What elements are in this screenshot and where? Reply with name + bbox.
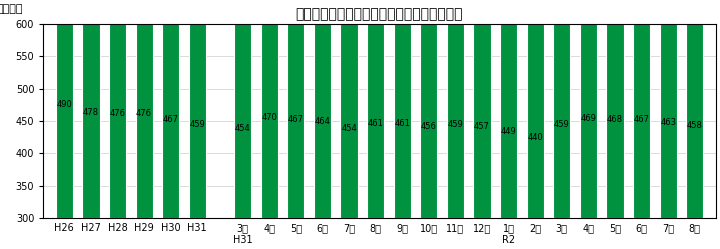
Text: 467: 467 [163,115,179,124]
Bar [606,0,624,218]
Bar [287,0,305,218]
Text: 461: 461 [395,119,410,128]
Text: 454: 454 [341,124,357,133]
Bar [341,0,358,218]
Bar [82,0,99,218]
Text: 468: 468 [607,115,623,124]
Bar [162,0,179,218]
Bar [447,0,464,218]
Text: 478: 478 [83,108,99,117]
Text: 476: 476 [109,109,125,118]
Text: 467: 467 [288,115,304,124]
Text: 456: 456 [421,122,437,131]
Text: （千人）: （千人） [0,4,22,14]
Bar [109,0,126,218]
Text: 440: 440 [527,133,543,142]
Bar [633,0,650,218]
Text: 467: 467 [634,115,649,124]
Text: 464: 464 [315,117,330,126]
Bar [367,0,384,218]
Bar [660,0,677,218]
Text: 458: 458 [687,121,703,130]
Text: 469: 469 [580,114,596,123]
Bar [314,0,331,218]
Bar [394,0,411,218]
Text: 476: 476 [136,109,152,118]
Bar [553,0,570,218]
Text: 459: 459 [448,121,463,129]
Text: 449: 449 [500,127,516,136]
Text: 490: 490 [56,100,72,109]
Bar [420,0,438,218]
Bar [686,0,703,218]
Text: 463: 463 [660,118,676,127]
Bar [473,0,490,218]
Bar [580,0,597,218]
Text: 470: 470 [261,113,277,122]
Bar [261,0,278,218]
Text: 461: 461 [368,119,384,128]
Title: （図３－２）非労働力人口の推移【沖縄県】: （図３－２）非労働力人口の推移【沖縄県】 [296,7,463,21]
Bar [500,0,517,218]
Bar [189,0,206,218]
Text: 457: 457 [474,122,490,131]
Text: 459: 459 [554,121,570,129]
Bar [526,0,544,218]
Text: 459: 459 [189,121,205,129]
Bar [234,0,251,218]
Bar [135,0,153,218]
Text: 454: 454 [235,124,251,133]
Bar [55,0,73,218]
